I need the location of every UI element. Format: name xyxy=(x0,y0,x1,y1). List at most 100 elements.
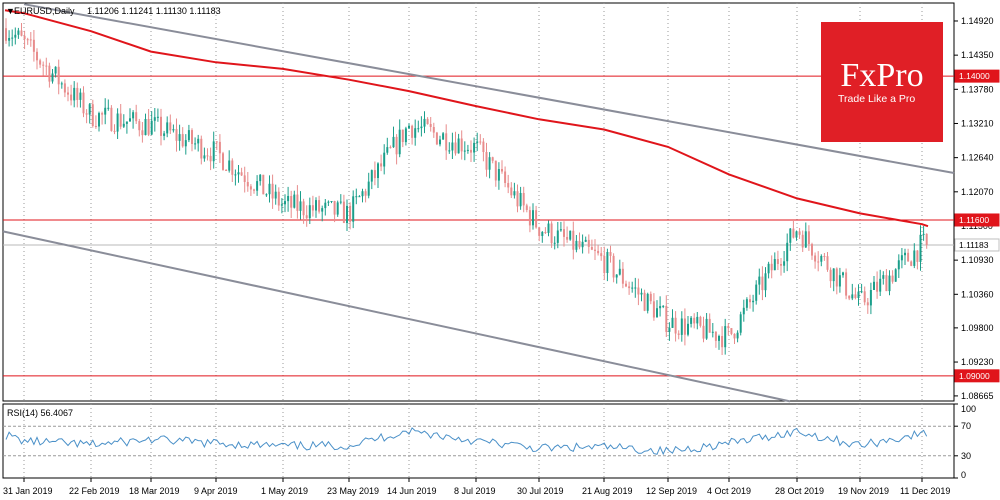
candle-body xyxy=(925,233,928,245)
candle-body xyxy=(132,112,135,119)
candle-body xyxy=(237,172,240,175)
candle-body xyxy=(88,104,91,115)
price-tag-box xyxy=(954,238,1000,252)
candle-body xyxy=(11,37,14,39)
menu-triangle-icon[interactable]: ▼ xyxy=(6,6,15,16)
candle-body xyxy=(439,139,441,145)
candle-body xyxy=(857,291,860,298)
candle-body xyxy=(175,129,178,141)
candle-body xyxy=(482,141,485,152)
candle-body xyxy=(646,293,649,311)
rsi-tick-label: 100 xyxy=(961,404,976,414)
candle-body xyxy=(559,229,562,231)
candle-body xyxy=(113,130,116,132)
candle-body xyxy=(265,194,268,196)
candle-body xyxy=(733,333,736,339)
price-tag-box xyxy=(954,69,1000,83)
price-tag-label: 1.11183 xyxy=(959,240,989,250)
candle-body xyxy=(411,125,414,138)
candle-body xyxy=(373,170,376,179)
price-tick-label: 1.08665 xyxy=(961,391,994,401)
candle-body xyxy=(866,302,869,306)
candle-body xyxy=(507,183,510,188)
candle-body xyxy=(125,121,128,124)
candle-body xyxy=(851,294,854,299)
candle-body xyxy=(408,125,410,129)
candle-body xyxy=(758,276,761,285)
candle-body xyxy=(572,230,575,250)
candle-body xyxy=(575,240,578,250)
candle-body xyxy=(234,174,237,176)
candle-body xyxy=(640,292,643,295)
time-tick-label: 4 Oct 2019 xyxy=(707,486,751,496)
candle-body xyxy=(191,130,193,144)
fxpro-logo-box xyxy=(821,22,943,142)
candle-body xyxy=(160,116,162,136)
candle-body xyxy=(91,104,94,126)
candle-body xyxy=(395,136,398,155)
candle-body xyxy=(129,118,131,122)
candle-body xyxy=(48,65,51,82)
candle-body xyxy=(432,127,435,133)
candle-body xyxy=(578,240,581,248)
candle-body xyxy=(587,239,590,247)
candle-body xyxy=(894,269,897,282)
candle-body xyxy=(528,210,531,226)
candle-body xyxy=(811,244,813,256)
candle-body xyxy=(352,196,355,222)
moving-average-line xyxy=(4,9,929,228)
candle-body xyxy=(501,169,503,172)
rsi-tick-label: 0 xyxy=(961,470,966,480)
candle-body xyxy=(829,269,832,282)
candle-body xyxy=(206,155,209,157)
candle-body xyxy=(63,83,66,93)
candle-body xyxy=(718,336,720,341)
candle-body xyxy=(910,261,913,266)
candle-body xyxy=(218,141,221,154)
candle-body xyxy=(563,229,565,237)
candle-body xyxy=(637,287,640,295)
candle-body xyxy=(628,286,631,289)
candle-body xyxy=(835,268,838,287)
candle-body xyxy=(259,174,262,182)
time-tick-label: 14 Jun 2019 xyxy=(387,486,437,496)
candle-body xyxy=(634,287,637,289)
candle-body xyxy=(73,87,76,101)
candle-body xyxy=(739,314,742,333)
candle-body xyxy=(510,187,513,196)
candle-body xyxy=(358,196,361,198)
candle-body xyxy=(780,264,782,266)
candle-body xyxy=(122,123,125,127)
candle-body xyxy=(333,201,336,215)
candle-body xyxy=(386,147,389,153)
candle-body xyxy=(860,291,863,293)
candle-body xyxy=(532,210,534,226)
candle-body xyxy=(414,128,417,138)
time-tick-label: 28 Oct 2019 xyxy=(775,486,824,496)
candle-body xyxy=(197,138,200,144)
candle-body xyxy=(656,308,658,318)
candle-body xyxy=(336,202,339,215)
candle-body xyxy=(677,333,680,335)
candle-body xyxy=(714,331,717,341)
time-tick-label: 31 Jan 2019 xyxy=(3,486,53,496)
candle-body xyxy=(556,230,559,243)
candle-body xyxy=(17,30,20,35)
candle-body xyxy=(172,129,175,131)
candle-body xyxy=(45,65,48,67)
candle-body xyxy=(488,157,491,170)
candle-body xyxy=(364,191,367,196)
candle-body xyxy=(141,130,144,136)
candle-body xyxy=(85,113,88,115)
candle-body xyxy=(262,174,265,195)
candle-body xyxy=(256,181,259,191)
candle-body xyxy=(169,122,172,131)
candle-body xyxy=(683,318,686,335)
price-tick-label: 1.09230 xyxy=(961,357,994,367)
trend-channel xyxy=(2,3,955,403)
time-tick-label: 8 Jul 2019 xyxy=(454,486,496,496)
candle-body xyxy=(361,191,364,197)
candle-body xyxy=(318,200,321,212)
candle-body xyxy=(116,113,119,132)
